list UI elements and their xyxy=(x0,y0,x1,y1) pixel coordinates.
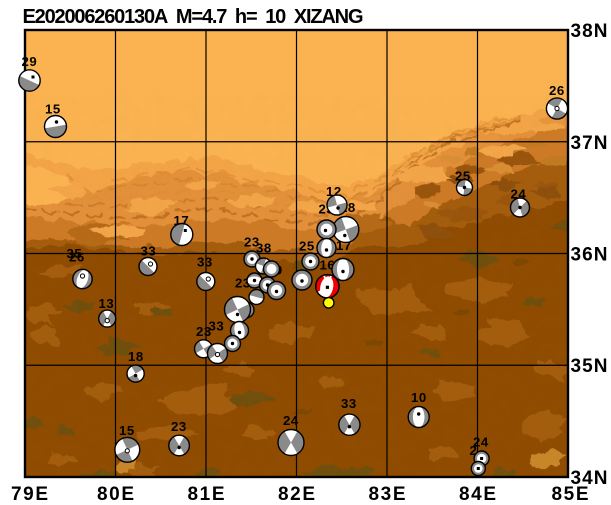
svg-text:37N: 37N xyxy=(571,133,608,154)
svg-text:35: 35 xyxy=(67,246,83,261)
svg-text:33: 33 xyxy=(209,319,225,334)
svg-text:34N: 34N xyxy=(571,468,608,489)
svg-text:24: 24 xyxy=(473,435,489,450)
svg-text:38N: 38N xyxy=(571,21,608,42)
svg-text:85E: 85E xyxy=(552,484,589,505)
svg-text:81E: 81E xyxy=(188,484,225,505)
svg-text:2: 2 xyxy=(470,443,478,458)
svg-text:79E: 79E xyxy=(11,484,48,505)
svg-text:36N: 36N xyxy=(571,245,608,266)
svg-text:26: 26 xyxy=(549,83,565,98)
svg-text:33: 33 xyxy=(341,396,357,411)
svg-text:25: 25 xyxy=(299,239,315,254)
svg-text:80E: 80E xyxy=(97,484,134,505)
svg-text:33: 33 xyxy=(197,255,213,270)
svg-text:29: 29 xyxy=(22,54,38,69)
svg-text:38: 38 xyxy=(256,241,272,256)
svg-text:16: 16 xyxy=(320,258,336,273)
svg-text:84E: 84E xyxy=(459,484,496,505)
svg-text:15: 15 xyxy=(45,102,61,117)
svg-text:35N: 35N xyxy=(571,356,608,377)
svg-text:E202006260130A M=4.7 h= 10: E202006260130A M=4.7 h= 10 XIZANG xyxy=(23,6,364,28)
svg-text:26: 26 xyxy=(69,250,85,265)
svg-text:15: 15 xyxy=(119,423,135,438)
svg-text:23: 23 xyxy=(171,419,187,434)
svg-text:82E: 82E xyxy=(278,484,315,505)
svg-text:10: 10 xyxy=(411,390,427,405)
svg-text:13: 13 xyxy=(99,296,115,311)
svg-text:18: 18 xyxy=(128,349,144,364)
svg-text:24: 24 xyxy=(283,413,299,428)
svg-text:23: 23 xyxy=(244,235,260,250)
svg-text:33: 33 xyxy=(141,244,157,259)
svg-text:23: 23 xyxy=(196,324,212,339)
svg-text:83E: 83E xyxy=(369,484,406,505)
